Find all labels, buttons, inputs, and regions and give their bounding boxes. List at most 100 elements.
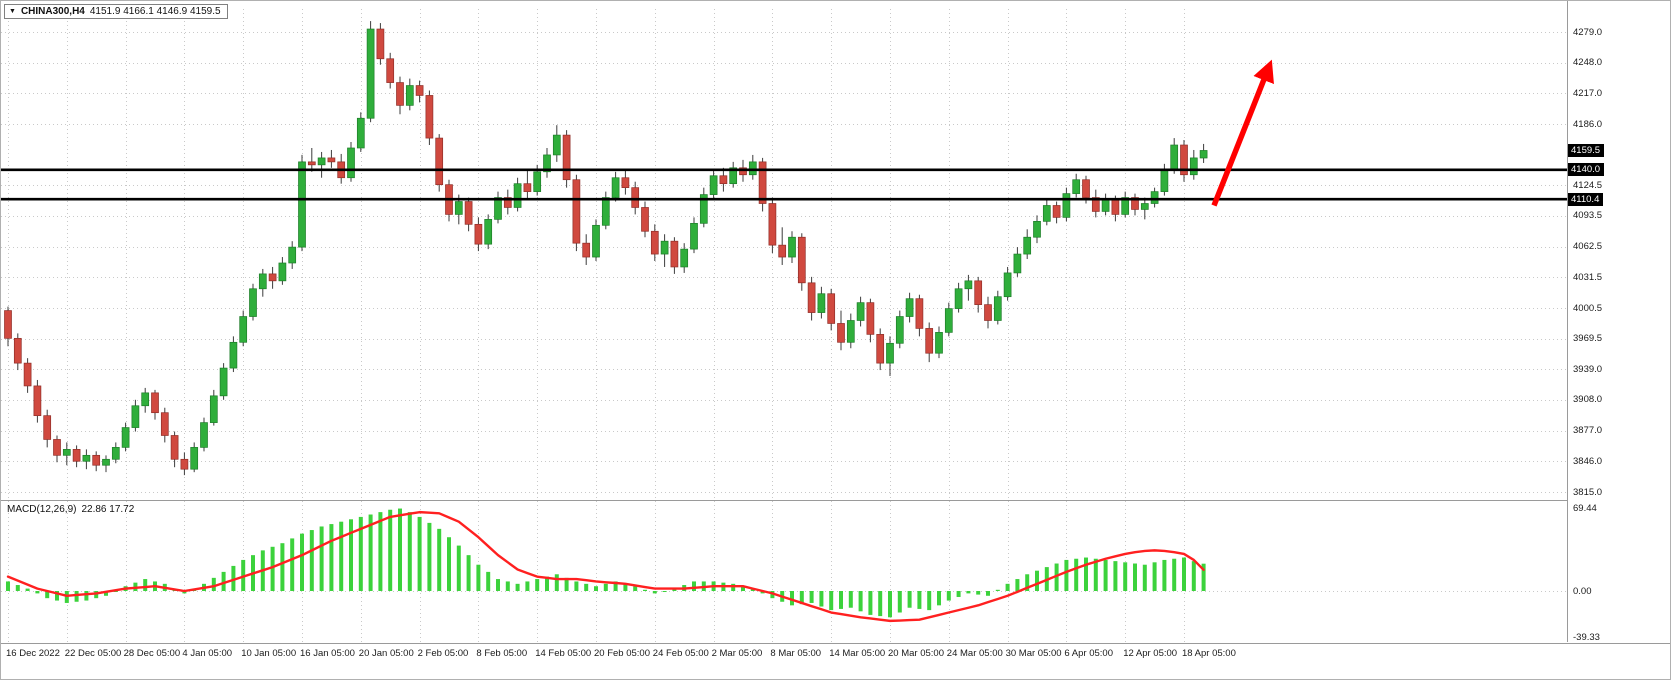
symbol-header: ▼ CHINA300,H4 4151.9 4166.1 4146.9 4159.… [4, 4, 228, 19]
candle-up [62, 449, 71, 456]
macd-bar [839, 591, 843, 609]
macd-bar [290, 538, 295, 591]
time-tick-label: 2 Mar 05:00 [711, 648, 763, 659]
candle-up [209, 395, 218, 423]
macd-bar [868, 591, 873, 615]
macd-bar [300, 533, 304, 591]
candle-up [1121, 197, 1130, 215]
trend-arrow-object[interactable] [1211, 59, 1274, 207]
candle-down [43, 415, 52, 440]
macd-bar [584, 583, 589, 591]
candle-up [366, 28, 375, 119]
macd-bar [309, 530, 314, 591]
macd-bar [799, 591, 804, 605]
candle-down [523, 183, 532, 192]
price-tick-label: 4031.5 [1573, 271, 1603, 283]
candle-up [239, 316, 248, 343]
price-tick-label: 4093.5 [1573, 210, 1603, 222]
macd-bar [907, 591, 912, 608]
candle-up [1003, 272, 1012, 298]
macd-indicator-label: MACD(12,26,9) 22.86 17.72 [7, 504, 134, 515]
macd-bar [349, 519, 353, 591]
candle-down [53, 439, 61, 456]
panel-separator[interactable] [1, 500, 1670, 501]
macd-bar [603, 583, 608, 591]
candle-up [1072, 179, 1081, 194]
candle-down [562, 134, 571, 181]
candle-down [1052, 205, 1061, 218]
candle-down [719, 175, 728, 185]
time-tick-label: 16 Dec 2022 [6, 648, 60, 659]
macd-bar [946, 591, 951, 601]
candle-up [611, 177, 620, 198]
time-axis[interactable]: 16 Dec 2022 22 Dec 05:00 28 Dec 05:00 4 Jan… [1, 643, 1670, 665]
macd-bar [878, 591, 883, 617]
candle-up [709, 175, 718, 195]
macd-bar [809, 591, 814, 603]
candle-up [788, 236, 796, 258]
time-tick-label: 2 Feb 05:00 [417, 648, 469, 659]
symbol-period-label: CHINA300,H4 [20, 5, 85, 17]
candle-up [484, 219, 493, 245]
candle-up [111, 447, 120, 460]
macd-bar [1103, 559, 1108, 591]
candle-down [268, 273, 277, 282]
price-chart-canvas[interactable] [1, 1, 1567, 501]
price-axis[interactable]: 4279.0 4248.0 4217.0 4186.0 4124.5 4093.5 4062… [1567, 1, 1670, 643]
macd-bar [643, 589, 647, 591]
price-tick-label: 4217.0 [1573, 87, 1603, 99]
time-tick-label: 6 Apr 05:00 [1064, 648, 1113, 659]
candle-up [954, 288, 963, 309]
candle-down [376, 28, 385, 60]
candle-down [915, 298, 924, 329]
candle-up [944, 308, 953, 333]
candle-down [33, 385, 42, 417]
symbol-dropdown-icon[interactable]: ▼ [9, 7, 16, 15]
candle-down [974, 280, 983, 305]
macd-bar [398, 508, 402, 591]
macd-bar [496, 579, 500, 591]
candle-down [827, 293, 836, 324]
candle-down [386, 58, 395, 83]
candle-up [288, 246, 297, 264]
candle-down [1091, 197, 1100, 212]
candle-up [690, 222, 698, 250]
macd-bar [515, 583, 520, 591]
macd-bar [55, 591, 59, 601]
macd-bar [378, 512, 383, 591]
candle-up [219, 367, 228, 397]
macd-bar [829, 591, 834, 611]
macd-bar [1133, 563, 1137, 591]
candle-up [592, 224, 600, 258]
candle-down [1082, 179, 1090, 198]
time-tick-label: 12 Apr 05:00 [1123, 648, 1178, 659]
macd-bar [1162, 559, 1167, 591]
price-tick-label: 4000.5 [1573, 302, 1603, 314]
candle-up [895, 316, 904, 344]
macd-bar [74, 591, 79, 602]
macd-bar [741, 586, 745, 591]
macd-bar [995, 589, 1000, 591]
candle-up [278, 262, 287, 282]
macd-bar [976, 591, 981, 595]
macd-bar [652, 591, 657, 594]
macd-bar [104, 591, 108, 596]
candle-up [141, 392, 150, 407]
macd-panel-canvas[interactable] [1, 501, 1567, 644]
macd-bar [692, 581, 696, 591]
candle-up [249, 288, 257, 317]
candle-up [229, 341, 238, 369]
price-tick-label: 4062.5 [1573, 241, 1603, 253]
macd-bar [6, 581, 10, 591]
macd-bar [45, 591, 50, 599]
candle-up [1170, 144, 1179, 171]
macd-bar [211, 577, 216, 591]
candles-layer [4, 21, 1208, 476]
candle-up [601, 197, 610, 226]
candle-up [258, 273, 267, 290]
macd-bar [1064, 559, 1069, 591]
macd-tick-label: 0.00 [1573, 585, 1592, 597]
macd-bar [417, 516, 422, 591]
candle-down [739, 167, 747, 176]
